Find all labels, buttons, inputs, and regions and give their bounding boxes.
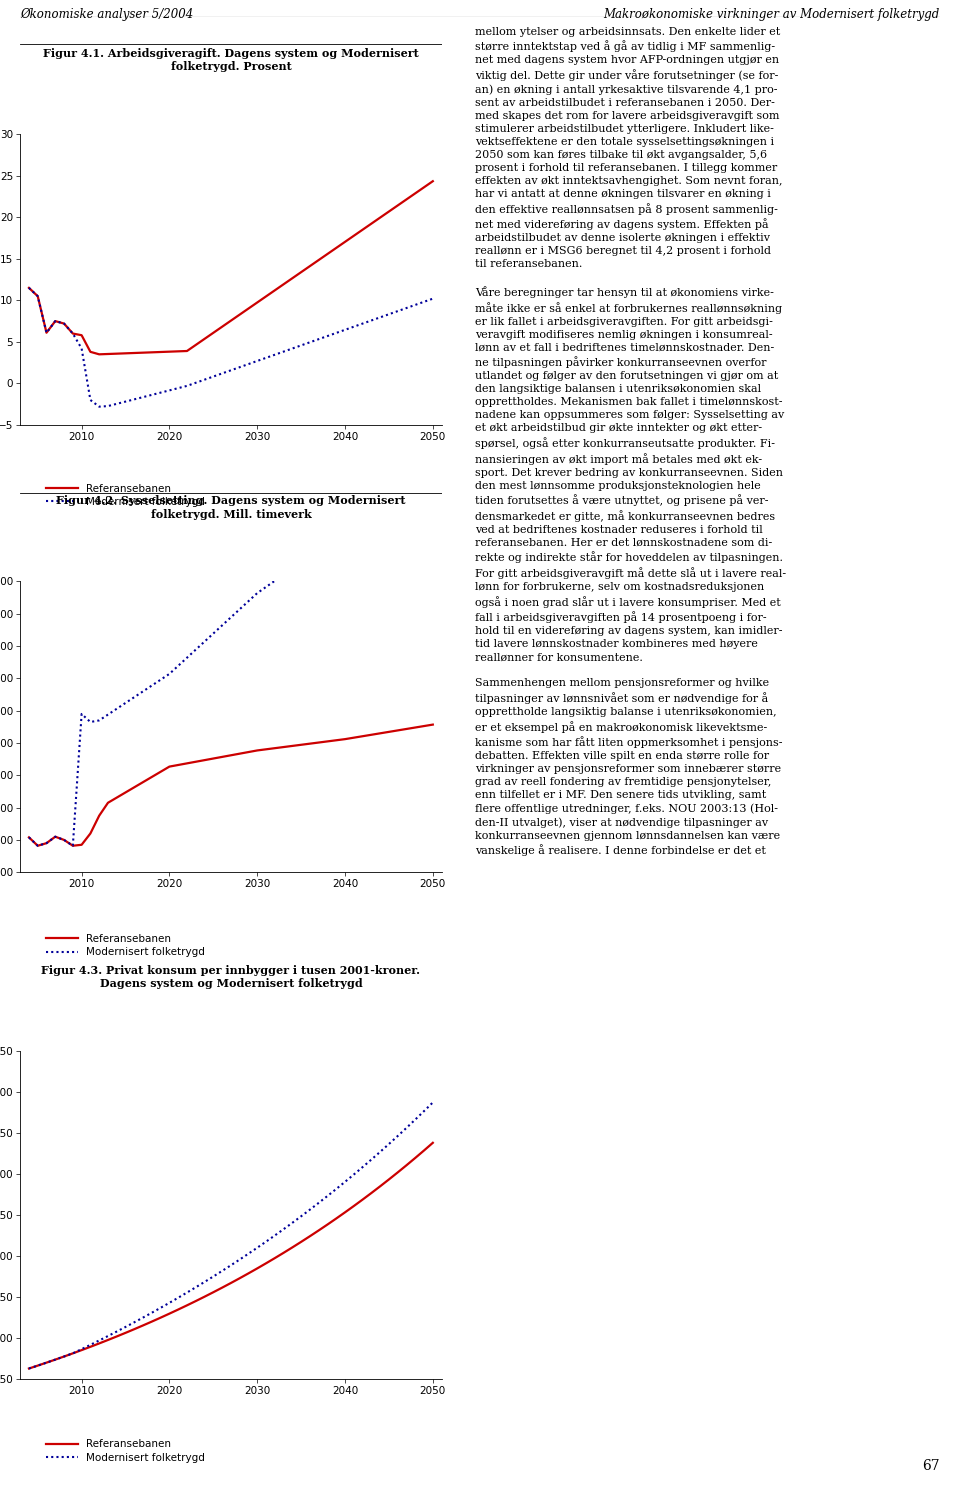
- Text: Økonomiske analyser 5/2004: Økonomiske analyser 5/2004: [20, 7, 193, 21]
- Text: mellom ytelser og arbeidsinnsats. Den enkelte lider et
større inntektstap ved å : mellom ytelser og arbeidsinnsats. Den en…: [475, 27, 786, 856]
- Text: Figur 4.3. Privat konsum per innbygger i tusen 2001-kroner.
Dagens system og Mod: Figur 4.3. Privat konsum per innbygger i…: [41, 965, 420, 990]
- Text: Figur 4.2. Sysselsetting. Dagens system og Modernisert
folketrygd. Mill. timever: Figur 4.2. Sysselsetting. Dagens system …: [56, 495, 406, 520]
- Text: Figur 4.1. Arbeidsgiveragift. Dagens system og Modernisert
folketrygd. Prosent: Figur 4.1. Arbeidsgiveragift. Dagens sys…: [43, 48, 419, 73]
- Text: Makroøkonomiske virkninger av Modernisert folketrygd: Makroøkonomiske virkninger av Moderniser…: [604, 7, 940, 21]
- Legend: Referansebanen, Modernisert folketrygd: Referansebanen, Modernisert folketrygd: [46, 933, 204, 957]
- Legend: Referansebanen, Modernisert folketrygd: Referansebanen, Modernisert folketrygd: [46, 483, 204, 507]
- Legend: Referansebanen, Modernisert folketrygd: Referansebanen, Modernisert folketrygd: [46, 1439, 204, 1463]
- Text: 67: 67: [923, 1460, 940, 1473]
